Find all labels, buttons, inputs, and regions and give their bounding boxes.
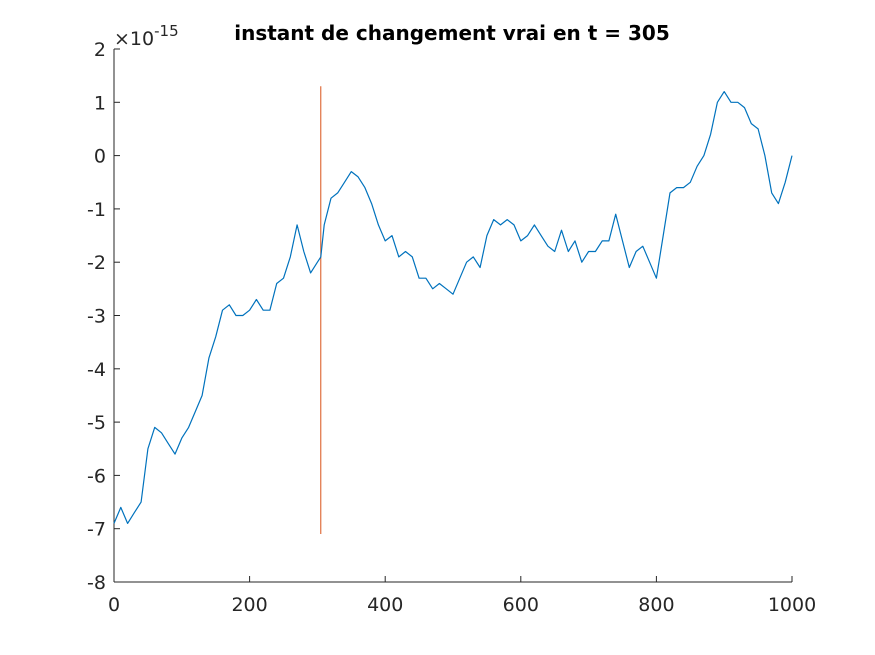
y-tick-label: 2 — [94, 39, 106, 61]
x-tick-label: 400 — [367, 594, 403, 616]
y-exponent-base: ×10 — [114, 28, 154, 50]
y-tick-label: -5 — [87, 412, 106, 434]
y-tick-label: -6 — [87, 465, 106, 487]
y-exponent-power: -15 — [154, 22, 179, 40]
y-tick-label: -1 — [87, 199, 106, 221]
y-tick-label: 1 — [94, 92, 106, 114]
y-tick-label: -7 — [87, 519, 106, 541]
x-tick-label: 1000 — [768, 594, 816, 616]
y-tick-label: -8 — [87, 572, 106, 594]
plot-area: 0 200 400 600 800 1000 -8 -7 -6 -5 -4 -3 -2 -1 0 1 2 — [87, 39, 816, 616]
y-tick-label: -2 — [87, 252, 106, 274]
y-exponent-label: ×10-15 — [114, 22, 179, 50]
y-tick-label: -4 — [87, 359, 106, 381]
y-tick-label: 0 — [94, 146, 106, 168]
x-tick-label: 200 — [231, 594, 267, 616]
x-tick-label: 600 — [503, 594, 539, 616]
y-tick-label: -3 — [87, 306, 106, 328]
chart-title: instant de changement vrai en t = 305 — [234, 21, 670, 45]
x-tick-label: 0 — [108, 594, 120, 616]
series-line — [113, 90, 793, 525]
x-tick-label: 800 — [638, 594, 674, 616]
